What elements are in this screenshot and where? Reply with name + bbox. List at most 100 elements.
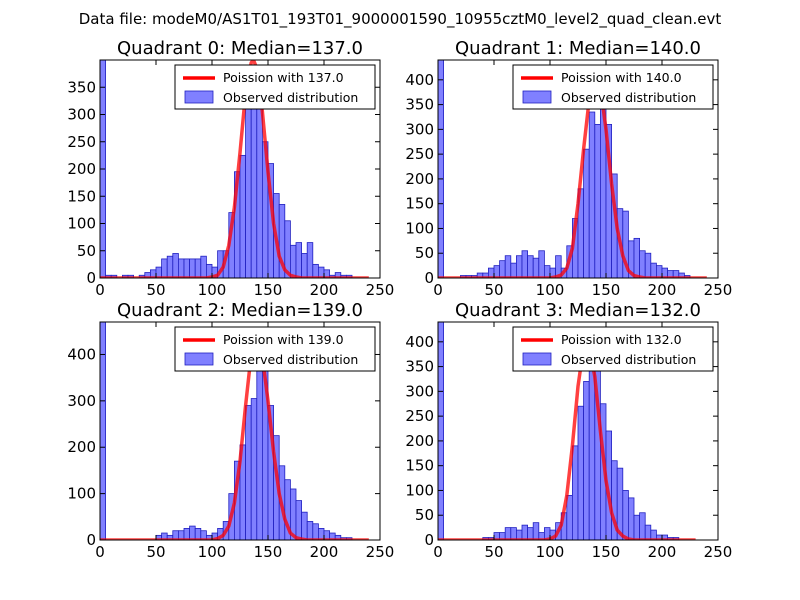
x-tick-label: 50 [146, 543, 165, 561]
y-tick-label: 150 [67, 187, 96, 205]
x-tick-label: 0 [95, 281, 105, 299]
histogram-bar [306, 242, 314, 278]
histogram-bar [639, 512, 646, 540]
legend-box [512, 64, 714, 110]
histogram-bar [572, 445, 579, 540]
histogram-bar [200, 255, 207, 278]
x-tick-label: 100 [536, 543, 565, 561]
histogram-bar [566, 495, 573, 540]
legend-bar-swatch [522, 352, 552, 366]
histogram-bar [239, 154, 246, 278]
y-tick-label: 400 [67, 345, 96, 363]
y-tick-label: 250 [67, 133, 96, 151]
histogram-bar [583, 148, 590, 278]
histogram-bar [295, 242, 302, 278]
histogram-bar [510, 262, 517, 278]
y-tick-label: 50 [77, 242, 96, 260]
histogram-bar [639, 250, 646, 278]
x-tick-label: 0 [433, 543, 443, 561]
y-tick-label: 200 [67, 160, 96, 178]
x-tick-label: 250 [704, 281, 733, 299]
x-tick-label: 50 [484, 543, 503, 561]
histogram-bar [622, 490, 629, 540]
histogram-bar [650, 262, 657, 278]
y-tick-label: 0 [424, 531, 434, 549]
y-tick-label: 250 [405, 407, 434, 425]
legend: Poission with 139.0 Observed distribution [174, 326, 376, 372]
histogram-bar [189, 525, 196, 540]
histogram-bar [312, 263, 319, 278]
x-tick-label: 200 [648, 281, 677, 299]
histogram-bar [250, 81, 258, 278]
histogram-bar [183, 258, 190, 278]
legend-label-observed: Observed distribution [223, 90, 358, 105]
legend: Poission with 137.0 Observed distribution [174, 64, 376, 110]
histogram-bar [312, 523, 319, 540]
histogram-bar [516, 255, 523, 278]
histogram-bar [588, 111, 596, 278]
x-tick-label: 50 [484, 281, 503, 299]
histogram-bar [504, 255, 512, 278]
histogram-bar [644, 524, 652, 540]
histogram-bar [245, 103, 252, 278]
legend-bar-swatch [522, 90, 552, 104]
histogram-bar [166, 255, 174, 278]
x-tick-label: 150 [254, 281, 283, 299]
histogram-bar [594, 124, 601, 278]
y-tick-label: 150 [405, 457, 434, 475]
y-tick-label: 150 [405, 195, 434, 213]
histogram-bar [172, 253, 179, 278]
x-tick-label: 150 [592, 281, 621, 299]
y-tick-label: 200 [405, 432, 434, 450]
y-tick-label: 350 [405, 358, 434, 376]
legend-bar-swatch [184, 352, 214, 366]
histogram-bar [301, 511, 308, 540]
histogram-bar [100, 322, 106, 540]
histogram-bars [100, 60, 353, 278]
histogram-bar [577, 405, 584, 540]
figure-title: Data file: modeM0/AS1T01_193T01_90000015… [79, 10, 722, 29]
axes-frame [437, 59, 719, 279]
legend: Poission with 132.0 Observed distribution [512, 326, 714, 372]
histogram-bar [256, 363, 263, 540]
y-tick-label: 100 [67, 485, 96, 503]
y-tick-label: 0 [86, 269, 96, 287]
quadrant-2-panel: Quadrant 2: Median=139.0 0 50 100 150 200 250 0… [67, 300, 394, 561]
legend-label-poisson: Poission with 137.0 [223, 70, 344, 85]
legend-label-observed: Observed distribution [561, 90, 696, 105]
legend-label-poisson: Poission with 132.0 [561, 332, 682, 347]
panel-title: Quadrant 0: Median=137.0 [117, 38, 363, 59]
histogram-bar [161, 258, 168, 278]
x-tick-label: 250 [704, 543, 733, 561]
x-tick-label: 100 [536, 281, 565, 299]
histogram-bars [438, 322, 680, 540]
y-tick-label: 350 [67, 78, 96, 96]
y-tick-label: 300 [405, 120, 434, 138]
x-tick-label: 100 [198, 543, 227, 561]
histogram-bar [656, 265, 663, 278]
x-tick-label: 200 [310, 543, 339, 561]
panels: Quadrant 0: Median=137.0 0 50 100 150 200 250 0… [67, 38, 732, 561]
histogram-bar [189, 258, 196, 278]
panel-title: Quadrant 2: Median=139.0 [117, 300, 363, 321]
histogram-bar [301, 253, 308, 278]
quadrant-1-panel: Quadrant 1: Median=140.0 0 50 100 150 200 250 0… [405, 38, 732, 299]
panel-title: Quadrant 3: Median=132.0 [455, 300, 701, 321]
histogram-bar [510, 527, 517, 540]
y-tick-label: 300 [405, 382, 434, 400]
histogram-bar [633, 237, 640, 278]
panel-title: Quadrant 1: Median=140.0 [455, 38, 701, 59]
histogram-bar [493, 265, 500, 278]
histogram-bar [538, 250, 545, 278]
quadrant-0-panel: Quadrant 0: Median=137.0 0 50 100 150 200 250 0… [67, 38, 394, 299]
histogram-bar [289, 244, 297, 278]
legend-label-observed: Observed distribution [561, 352, 696, 367]
y-tick-label: 400 [405, 333, 434, 351]
histogram-bar [628, 497, 635, 540]
legend-label-poisson: Poission with 139.0 [223, 332, 344, 347]
x-tick-label: 200 [648, 543, 677, 561]
y-tick-label: 300 [67, 106, 96, 124]
histogram-bar [194, 258, 202, 278]
y-tick-label: 0 [424, 269, 434, 287]
histogram-bar [504, 527, 512, 540]
